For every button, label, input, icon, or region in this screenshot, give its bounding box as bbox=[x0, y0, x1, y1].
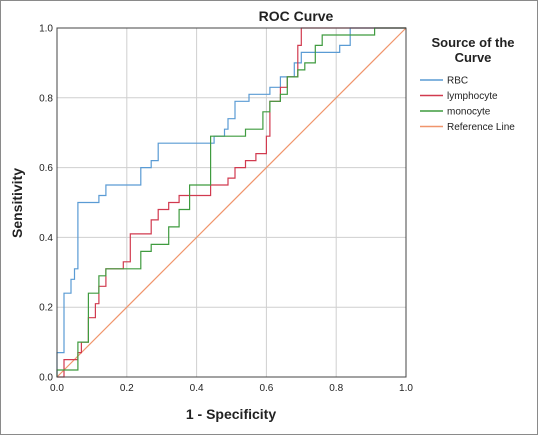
plot-border bbox=[56, 27, 407, 378]
x-tick-label-5: 1.0 bbox=[399, 383, 413, 394]
series-lines bbox=[56, 27, 407, 378]
legend-label-monocyte: monocyte bbox=[447, 107, 491, 118]
x-tick-label-1: 0.2 bbox=[120, 383, 134, 394]
y-tick-label-2: 0.4 bbox=[39, 233, 53, 244]
x-tick-label-3: 0.6 bbox=[259, 383, 273, 394]
y-tick-label-5: 1.0 bbox=[39, 24, 53, 35]
series-line-monocyte bbox=[56, 27, 406, 377]
x-axis-title: 1 - Specificity bbox=[186, 406, 276, 422]
legend-label-rbc: RBC bbox=[447, 76, 468, 87]
y-tick-label-4: 0.8 bbox=[39, 93, 53, 104]
y-axis-title: Sensitivity bbox=[9, 168, 25, 238]
y-tick-label-0: 0.0 bbox=[39, 373, 53, 384]
legend-title-line-1: Source of the bbox=[431, 35, 514, 50]
x-tick-label-4: 0.8 bbox=[329, 383, 343, 394]
legend: Source of the Curve RBC lymphocyte monocyt… bbox=[420, 35, 515, 133]
y-tick-label-1: 0.2 bbox=[39, 303, 53, 314]
legend-items: RBC lymphocyte monocyte Reference Line bbox=[420, 76, 515, 133]
legend-title-line-2: Curve bbox=[455, 50, 492, 65]
tick-labels: 0.0 0.2 0.4 0.6 0.8 1.0 0.0 0.2 0.4 0.6 0.8 1.0 bbox=[39, 24, 413, 395]
x-tick-label-0: 0.0 bbox=[50, 383, 64, 394]
legend-label-reference-line: Reference Line bbox=[447, 122, 515, 133]
legend-label-lymphocyte: lymphocyte bbox=[447, 91, 498, 102]
series-line-reference-line bbox=[56, 27, 407, 378]
y-tick-label-3: 0.6 bbox=[39, 163, 53, 174]
x-tick-label-2: 0.4 bbox=[190, 383, 204, 394]
chart-title: ROC Curve bbox=[259, 8, 334, 24]
